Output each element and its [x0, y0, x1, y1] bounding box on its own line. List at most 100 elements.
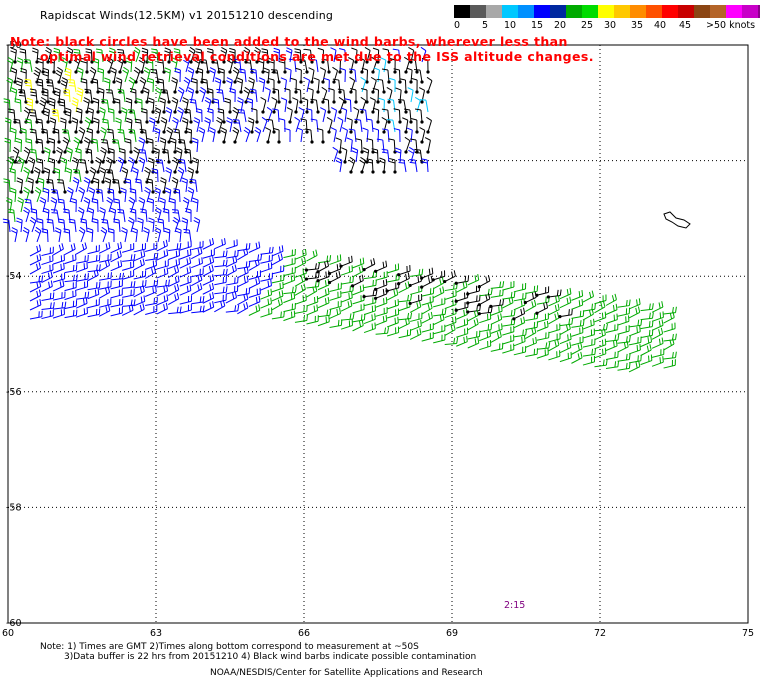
contamination-dot	[85, 70, 89, 74]
wind-barb-flag	[407, 312, 410, 319]
wind-barb-flag	[99, 207, 106, 211]
wind-barb-flag	[103, 80, 110, 84]
wind-barb-flag	[195, 111, 202, 114]
wind-barb-staff	[456, 341, 468, 347]
wind-barb-staff	[398, 299, 411, 303]
contamination-dot	[19, 190, 23, 194]
wind-barb-flag	[113, 101, 120, 104]
wind-barb-flag	[27, 180, 34, 184]
wind-barb-flag	[244, 126, 251, 132]
wind-barb-flag	[106, 59, 113, 64]
contamination-dot	[376, 100, 380, 104]
contamination-dot	[173, 90, 177, 94]
wind-barb-flag	[134, 46, 141, 52]
wind-barb-flag	[395, 87, 402, 91]
wind-barb-staff	[14, 150, 20, 163]
wind-barb-flag	[270, 297, 272, 304]
wind-barb-flag	[90, 166, 97, 172]
contamination-dot	[387, 120, 391, 124]
latitude-tick-label: -58	[6, 502, 22, 513]
wind-barb-flag	[370, 259, 373, 266]
wind-barb-flag	[243, 89, 250, 94]
wind-barb-flag	[181, 180, 188, 184]
colorbar-swatch	[502, 5, 518, 18]
wind-barb-flag	[366, 138, 373, 141]
wind-barb-flag	[29, 88, 36, 91]
wind-barb-flag	[487, 306, 490, 313]
wind-barb-staff	[185, 100, 189, 113]
wind-barb-flag	[166, 294, 169, 301]
wind-barb-flag	[29, 148, 36, 151]
wind-barb-staff	[571, 315, 584, 319]
wind-barb-flag	[24, 206, 30, 211]
wind-barb-staff	[29, 259, 42, 266]
wind-barb-flag	[271, 97, 278, 101]
wind-barb-flag	[165, 170, 172, 174]
wind-barb-staff	[305, 119, 308, 133]
wind-barb-staff	[240, 80, 244, 93]
wind-barb-staff	[387, 129, 390, 143]
wind-barb-staff	[87, 260, 100, 264]
wind-barb-flag	[199, 305, 202, 312]
wind-barb-flag	[3, 178, 10, 181]
wind-barb-flag	[406, 67, 413, 71]
contamination-dot	[299, 60, 303, 64]
wind-barb-flag	[545, 342, 548, 349]
longitude-tick-label: 69	[446, 628, 458, 639]
wind-barb-staff	[80, 190, 86, 203]
wind-barb-staff	[456, 314, 468, 320]
wind-barb-flag	[163, 286, 166, 293]
wind-barb-staff	[582, 361, 595, 366]
wind-barb-flag	[17, 57, 24, 61]
wind-barb-flag	[172, 119, 178, 124]
contamination-dot	[398, 80, 402, 84]
wind-barb-flag	[50, 271, 53, 278]
wind-barb-flag	[187, 167, 194, 171]
wind-barb-staff	[119, 60, 124, 73]
wind-barb-flag	[140, 296, 143, 303]
wind-barb-staff	[276, 70, 280, 83]
contamination-dot	[376, 160, 380, 164]
wind-barb-staff	[248, 282, 260, 289]
wind-barb-flag	[170, 137, 177, 141]
wind-barb-staff	[421, 273, 434, 279]
wind-barb-flag	[59, 281, 62, 288]
wind-barb-staff	[651, 306, 664, 313]
wind-barb-flag	[35, 118, 43, 121]
wind-barb-flag	[50, 280, 53, 287]
wind-barb-staff	[419, 70, 423, 83]
wind-barb-staff	[130, 59, 133, 73]
wind-barb-staff	[386, 268, 399, 274]
wind-barb-flag	[66, 49, 73, 54]
wind-barb-flag	[672, 351, 674, 359]
wind-barb-flag	[659, 357, 662, 364]
wind-barb-flag	[65, 167, 72, 171]
wind-barb-flag	[378, 97, 385, 101]
wind-barb-flag	[336, 308, 339, 315]
wind-barb-flag	[78, 206, 85, 211]
wind-barb-flag	[416, 302, 419, 309]
wind-barb-flag	[181, 217, 188, 221]
wind-barb-flag	[332, 78, 339, 81]
wind-barb-flag	[354, 118, 361, 121]
wind-barb-staff	[35, 209, 38, 223]
wind-barb-flag	[29, 112, 36, 114]
wind-barb-flag	[316, 304, 319, 311]
wind-barb-flag	[191, 80, 198, 84]
contamination-dot	[173, 110, 177, 114]
wind-barb-flag	[233, 106, 239, 111]
wind-barb-staff	[386, 294, 399, 301]
wind-barb-flag	[209, 284, 212, 291]
contamination-dot	[233, 80, 237, 84]
wind-barb-flag	[9, 170, 16, 174]
wind-barb-flag	[166, 284, 169, 292]
wind-barb-flag	[95, 159, 101, 164]
contamination-dot	[349, 70, 353, 74]
wind-barb-flag	[502, 299, 505, 306]
wind-barb-flag	[427, 303, 431, 310]
wind-barb-staff	[124, 170, 129, 183]
wind-barb-flag	[102, 121, 109, 124]
wind-barb-flag	[277, 299, 281, 306]
wind-barb-flag	[134, 66, 141, 72]
wind-barb-staff	[617, 330, 630, 335]
